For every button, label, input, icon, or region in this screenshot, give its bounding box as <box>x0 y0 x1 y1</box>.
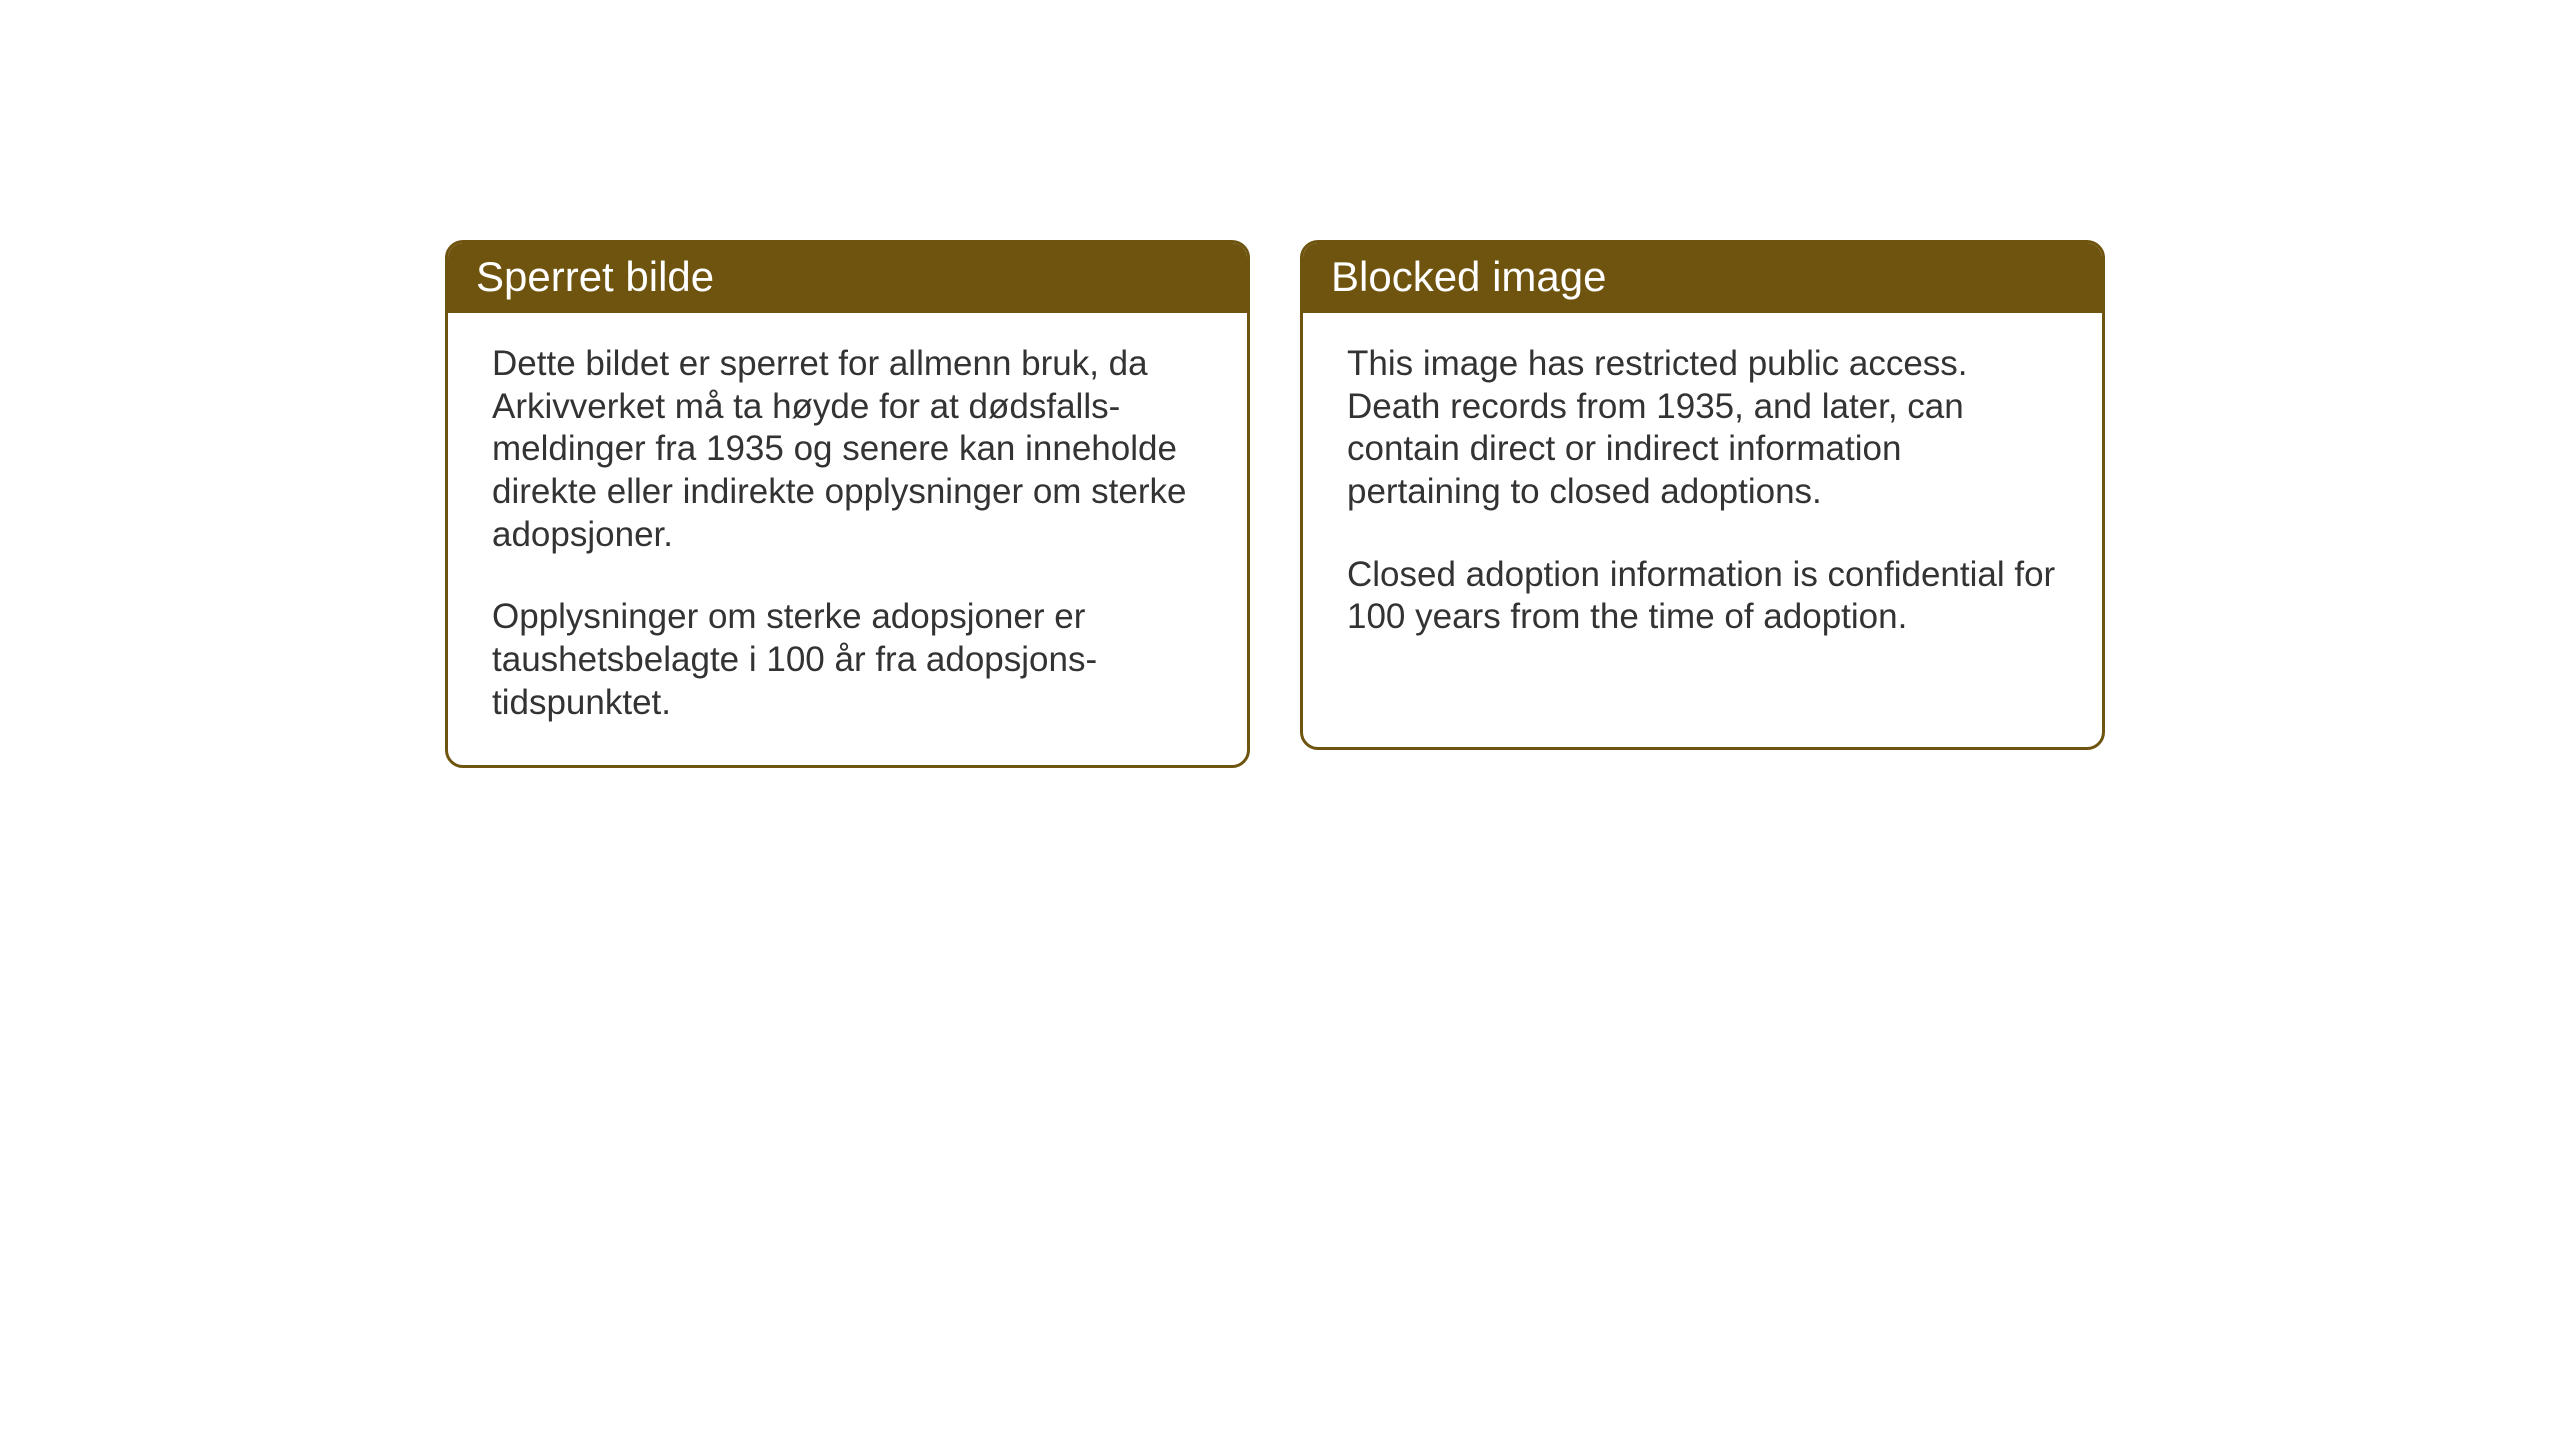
card-header-norwegian: Sperret bilde <box>448 243 1247 313</box>
card-paragraph-norwegian-2: Opplysninger om sterke adopsjoner er tau… <box>492 596 1203 724</box>
notice-card-english: Blocked image This image has restricted … <box>1300 240 2105 750</box>
notice-cards-container: Sperret bilde Dette bildet er sperret fo… <box>445 240 2105 768</box>
card-paragraph-english-1: This image has restricted public access.… <box>1347 343 2058 514</box>
card-title-english: Blocked image <box>1331 253 1606 300</box>
card-paragraph-english-2: Closed adoption information is confident… <box>1347 554 2058 639</box>
notice-card-norwegian: Sperret bilde Dette bildet er sperret fo… <box>445 240 1250 768</box>
card-paragraph-norwegian-1: Dette bildet er sperret for allmenn bruk… <box>492 343 1203 556</box>
card-header-english: Blocked image <box>1303 243 2102 313</box>
card-body-norwegian: Dette bildet er sperret for allmenn bruk… <box>448 313 1247 765</box>
card-title-norwegian: Sperret bilde <box>476 253 714 300</box>
card-body-english: This image has restricted public access.… <box>1303 313 2102 679</box>
